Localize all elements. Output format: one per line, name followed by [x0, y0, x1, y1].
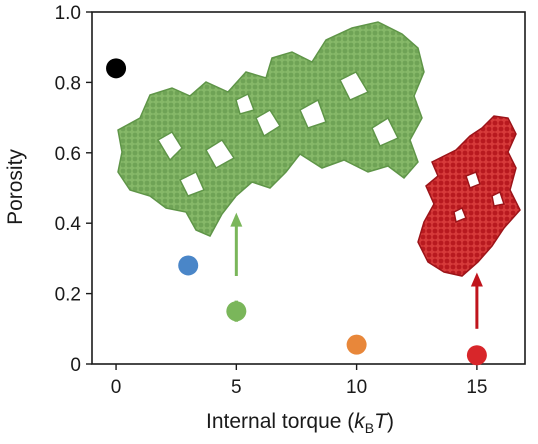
data-point [466, 345, 487, 366]
x-axis-label: Internal torque (kBT) [206, 410, 394, 436]
y-tick-label: 0 [70, 355, 81, 376]
arrows [230, 212, 483, 329]
x-axis-ticks: 0 5 10 15 [111, 364, 487, 398]
x-tick-label: 0 [111, 377, 122, 398]
data-points [106, 58, 487, 366]
data-point [226, 301, 247, 322]
porous-cluster-inset [117, 21, 425, 237]
plot-frame [91, 11, 526, 365]
y-tick-label: 0.4 [55, 214, 82, 235]
data-point [346, 334, 367, 355]
arrow-head [230, 212, 243, 227]
y-tick-label: 0.6 [55, 144, 81, 165]
y-tick-label: 0.2 [55, 285, 81, 306]
arrow-head [470, 272, 483, 287]
x-tick-label: 15 [466, 377, 487, 398]
data-point [178, 255, 199, 276]
x-tick-label: 5 [231, 377, 242, 398]
y-tick-label: 1.0 [55, 3, 81, 24]
y-axis-ticks: 0 0.2 0.4 0.6 0.8 1.0 [55, 3, 92, 376]
y-tick-label: 0.8 [55, 73, 81, 94]
compact-cluster-inset [417, 115, 521, 277]
y-axis-label: Porosity [4, 149, 27, 225]
data-point [106, 58, 127, 79]
x-tick-label: 10 [346, 377, 367, 398]
plot-border [91, 11, 526, 365]
